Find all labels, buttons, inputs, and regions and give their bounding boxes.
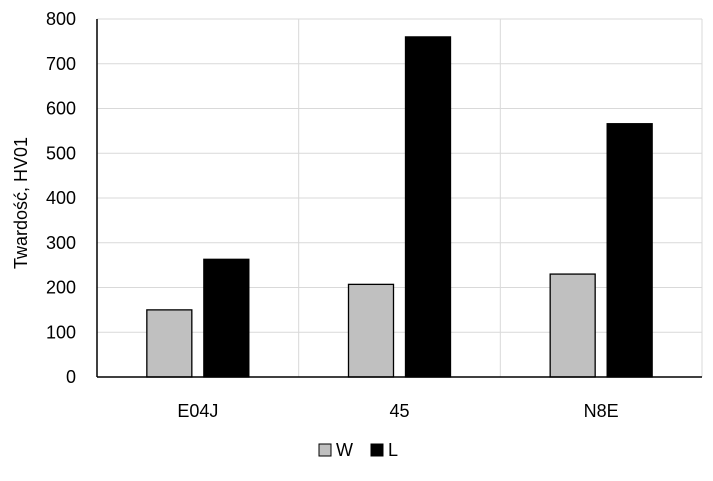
bar-W-45 bbox=[347, 283, 395, 378]
y-tick-label: 200 bbox=[46, 278, 76, 298]
y-tick-label: 500 bbox=[46, 143, 76, 163]
bar-L-N8E bbox=[606, 123, 653, 378]
y-tick-label: 300 bbox=[46, 233, 76, 253]
bars bbox=[146, 36, 653, 378]
x-tick-label: N8E bbox=[584, 401, 619, 421]
x-tick-label: E04J bbox=[177, 401, 218, 421]
bar-L-E04J bbox=[203, 258, 250, 378]
y-axis-title: Twardość, HV01 bbox=[11, 137, 31, 269]
y-tick-labels: 0 100 200 300 400 500 600 700 800 bbox=[46, 9, 76, 387]
y-tick-label: 700 bbox=[46, 54, 76, 74]
bar-L-45 bbox=[404, 36, 452, 378]
legend-label-L: L bbox=[388, 440, 398, 460]
gridlines bbox=[97, 18, 703, 377]
y-tick-label: 600 bbox=[46, 99, 76, 119]
legend-label-W: W bbox=[336, 440, 353, 460]
y-tick-label: 100 bbox=[46, 322, 76, 342]
y-tick-label: 400 bbox=[46, 188, 76, 208]
y-tick-label: 0 bbox=[66, 367, 76, 387]
bar-W-N8E bbox=[549, 273, 596, 378]
axes bbox=[96, 19, 702, 378]
x-tick-label: 45 bbox=[389, 401, 409, 421]
x-tick-labels: E04J 45 N8E bbox=[177, 401, 618, 421]
bar-W-E04J bbox=[146, 309, 193, 378]
legend-swatch-W bbox=[318, 443, 332, 457]
legend-swatch-L bbox=[370, 443, 384, 457]
y-tick-label: 800 bbox=[46, 9, 76, 29]
